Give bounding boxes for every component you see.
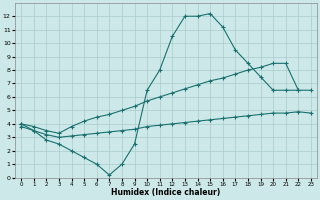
X-axis label: Humidex (Indice chaleur): Humidex (Indice chaleur)	[111, 188, 221, 197]
